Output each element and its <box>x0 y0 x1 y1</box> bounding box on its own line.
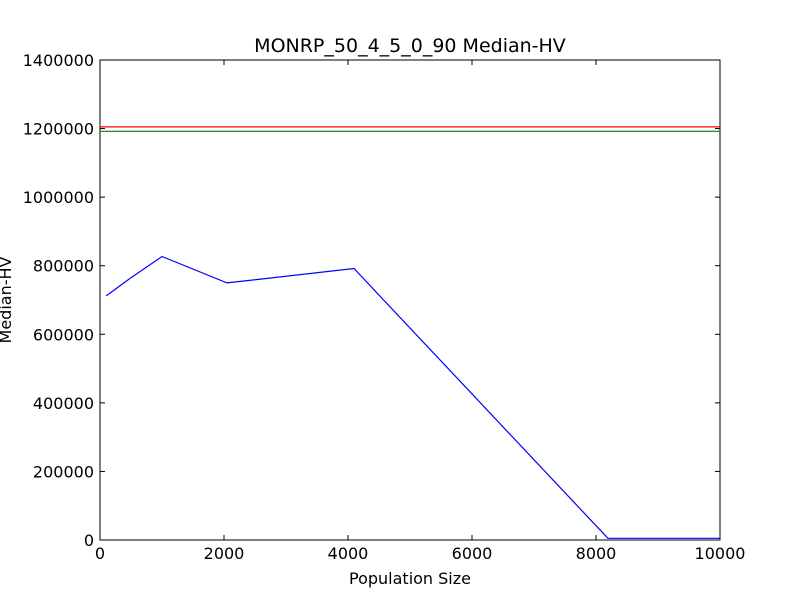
y-tick-label: 1200000 <box>23 120 94 139</box>
plot-area <box>99 59 721 541</box>
y-tick-label: 200000 <box>33 462 94 481</box>
y-tick-label: 600000 <box>33 325 94 344</box>
x-tick-label: 4000 <box>328 544 369 563</box>
y-tick-label: 800000 <box>33 257 94 276</box>
y-tick-label: 1000000 <box>23 188 94 207</box>
x-tick-label: 10000 <box>695 544 746 563</box>
x-tick-label: 2000 <box>204 544 245 563</box>
x-axis-label: Population Size <box>349 569 471 588</box>
x-tick-label: 6000 <box>452 544 493 563</box>
series-layer <box>100 126 720 539</box>
x-tick-label: 8000 <box>576 544 617 563</box>
y-ticks: 0 200000 400000 600000 800000 1000000 1200000 1… <box>23 51 720 550</box>
plot-frame <box>99 59 721 541</box>
chart-title: MONRP_50_4_5_0_90 Median-HV <box>254 35 566 57</box>
series-line-1 <box>105 255 720 539</box>
y-axis-label: Median-HV <box>0 256 15 343</box>
x-tick-label: 0 <box>95 544 105 563</box>
y-tick-label: 400000 <box>33 394 94 413</box>
x-ticks: 0 2000 4000 6000 8000 10000 <box>95 60 746 563</box>
y-tick-label: 1400000 <box>23 51 94 70</box>
y-tick-label: 0 <box>84 531 94 550</box>
